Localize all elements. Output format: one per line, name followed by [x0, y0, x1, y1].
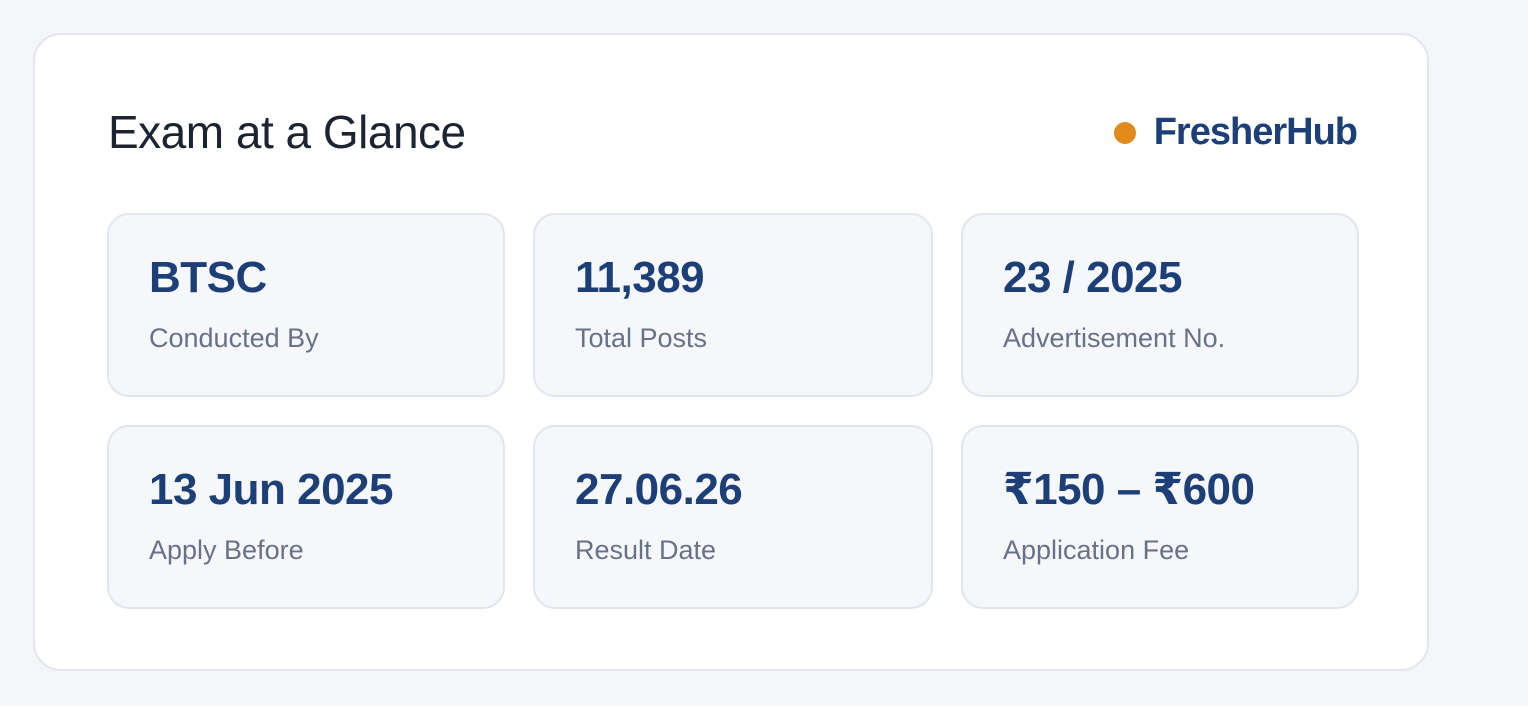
- stat-label: Result Date: [575, 535, 717, 565]
- stats-grid: BTSC Conducted By 11,389 Total Posts 23 / 20…: [107, 213, 1359, 609]
- stat-label: Advertisement No.: [1003, 323, 1226, 353]
- stat-value: 23 / 2025: [1003, 253, 1183, 302]
- brand[interactable]: FresherHub: [1113, 111, 1358, 154]
- stat-tile: 23 / 2025 Advertisement No.: [961, 213, 1359, 397]
- stat-tile: 11,389 Total Posts: [533, 213, 933, 397]
- stat-label: Application Fee: [1003, 535, 1190, 565]
- stat-value: 11,389: [575, 253, 705, 302]
- stat-tile: BTSC Conducted By: [107, 213, 505, 397]
- title: Exam at a Glance: [108, 106, 466, 158]
- stat-label: Conducted By: [149, 323, 319, 353]
- stat-tile: 13 Jun 2025 Apply Before: [107, 425, 505, 609]
- brand-name: FresherHub: [1153, 111, 1358, 153]
- stat-label: Apply Before: [149, 535, 304, 565]
- stat-tile: ₹150 – ₹600 Application Fee: [961, 425, 1359, 609]
- stat-value: BTSC: [149, 253, 267, 302]
- glance-card: Exam at a Glance FresherHub BTSC Conducte…: [33, 33, 1429, 671]
- stat-tile: 27.06.26 Result Date: [533, 425, 933, 609]
- brand-dot: [1113, 121, 1136, 144]
- stat-label: Total Posts: [575, 323, 708, 353]
- stat-value: 13 Jun 2025: [149, 465, 394, 514]
- stat-value: 27.06.26: [575, 465, 743, 514]
- stat-value: ₹150 – ₹600: [1003, 465, 1255, 514]
